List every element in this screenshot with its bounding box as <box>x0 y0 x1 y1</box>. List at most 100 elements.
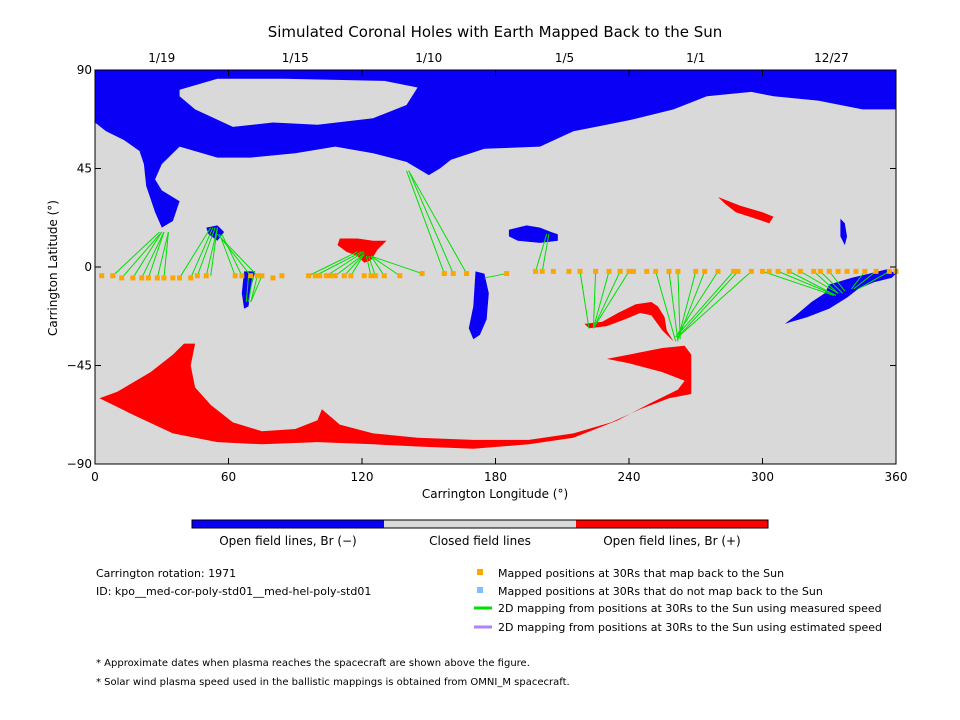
mapping-line <box>141 231 165 279</box>
mapped-point <box>239 273 245 279</box>
mapping-line <box>800 270 839 294</box>
mapping-line <box>851 271 866 290</box>
mapped-point <box>606 268 612 274</box>
mapped-point <box>702 268 708 274</box>
mapping-line <box>675 271 719 338</box>
mapping-line <box>156 231 169 279</box>
mapped-point <box>372 273 378 279</box>
top-date-label: 1/15 <box>282 51 309 65</box>
mapping-line <box>677 271 681 340</box>
mapped-point <box>666 268 672 274</box>
region-negative <box>468 271 489 340</box>
x-tick-label: 300 <box>751 470 774 484</box>
mapping-line <box>250 275 258 303</box>
colorbar-label-closed: Closed field lines <box>429 534 531 548</box>
mapped-point <box>464 271 470 277</box>
x-tick-label: 360 <box>885 470 908 484</box>
mapped-point <box>748 268 754 274</box>
x-tick-label: 60 <box>221 470 236 484</box>
mapping-line <box>541 234 550 272</box>
mapped-point <box>99 273 105 279</box>
mapping-line <box>112 231 160 277</box>
mapped-point <box>348 273 354 279</box>
mapped-point <box>577 268 583 274</box>
y-tick-label: 90 <box>77 63 92 77</box>
mapped-point <box>177 275 183 281</box>
region-positive <box>337 238 387 263</box>
mapped-point <box>675 268 681 274</box>
mapped-point <box>853 268 859 274</box>
mapping-line <box>813 271 839 294</box>
mapped-point <box>419 271 425 277</box>
mapped-point <box>693 268 699 274</box>
mapped-point <box>328 273 334 279</box>
colorbar: Open field lines, Br (−) Closed field li… <box>191 519 769 548</box>
mapping-line <box>250 275 263 303</box>
mapping-line <box>777 270 837 296</box>
mapping-line <box>326 251 365 277</box>
mapping-line <box>857 270 890 290</box>
mapping-line <box>334 253 365 277</box>
mapped-point <box>533 268 539 274</box>
y-tick-label: 45 <box>77 162 92 176</box>
x-axis-label: Carrington Longitude (°) <box>422 487 568 501</box>
mapped-point <box>826 268 832 274</box>
mapped-point <box>630 268 636 274</box>
mapping-line <box>179 227 212 279</box>
mapped-point <box>270 275 276 281</box>
mapping-line <box>406 170 445 274</box>
legend-mapped-marker <box>477 569 483 575</box>
mapping-line <box>535 234 548 272</box>
mapped-point <box>844 268 850 274</box>
mapping-line <box>592 271 621 329</box>
mapping-line <box>219 236 252 277</box>
legend: Mapped positions at 30Rs that map back t… <box>474 567 882 634</box>
colorbar-negative-segment <box>192 520 384 528</box>
y-tick-label: 0 <box>84 260 92 274</box>
coronal-hole-regions <box>95 70 896 449</box>
mapping-line <box>592 271 597 329</box>
mapping-line <box>370 255 401 277</box>
mapping-line <box>592 271 630 329</box>
legend-unmapped-marker <box>477 587 483 593</box>
legend-estimated-text: 2D mapping from positions at 30Rs to the… <box>498 621 882 634</box>
mapping-line <box>210 227 218 276</box>
mapped-point <box>341 273 347 279</box>
mapped-point <box>873 268 879 274</box>
y-axis-label: Carrington Latitude (°) <box>46 200 60 336</box>
mapping-line <box>677 271 697 340</box>
region-positive <box>99 343 692 449</box>
mapped-point <box>361 273 367 279</box>
mapped-point <box>130 275 136 281</box>
colorbar-positive-segment <box>576 520 768 528</box>
top-date-label: 1/19 <box>148 51 175 65</box>
mapped-point <box>119 275 125 281</box>
mapped-point <box>323 273 329 279</box>
mapping-line <box>245 275 250 303</box>
mapped-point <box>775 268 781 274</box>
mapping-line <box>219 233 236 276</box>
mapping-lines <box>112 170 890 342</box>
mapped-point <box>139 275 145 281</box>
mapping-line <box>343 253 365 277</box>
mapped-point <box>203 273 209 279</box>
mapping-line <box>579 271 590 329</box>
mapped-point <box>539 268 545 274</box>
mapped-point <box>254 273 260 279</box>
legend-mapped-text: Mapped positions at 30Rs that map back t… <box>498 567 784 580</box>
mapping-line <box>677 271 706 340</box>
mapped-point <box>248 273 254 279</box>
mapping-line <box>365 255 372 276</box>
mapped-point <box>731 268 737 274</box>
mapping-line <box>819 271 843 294</box>
mapped-point <box>735 268 741 274</box>
mapped-point <box>811 268 817 274</box>
mapping-line <box>221 233 243 276</box>
mapped-point <box>835 268 841 274</box>
legend-unmapped-text: Mapped positions at 30Rs that do not map… <box>498 585 823 598</box>
y-tick-label: −90 <box>67 457 92 471</box>
mapping-line <box>408 170 468 274</box>
mapping-line <box>677 271 752 338</box>
mapped-point <box>862 268 868 274</box>
